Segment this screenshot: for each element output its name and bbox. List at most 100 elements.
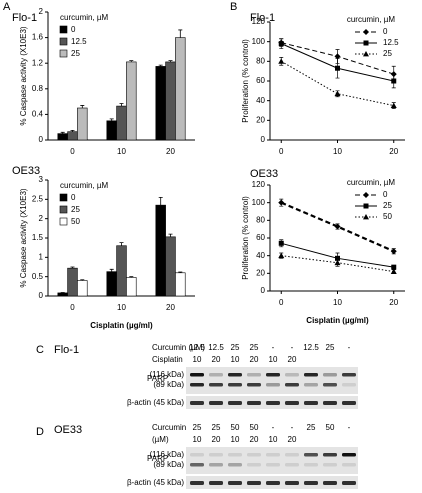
cell-line: OE33 [54, 424, 82, 436]
lane-label: - [272, 423, 275, 432]
lane-label: 10 [269, 435, 278, 444]
y-tick-label: 40 [256, 96, 265, 105]
legend-swatch [59, 205, 68, 214]
band [323, 383, 337, 387]
error-bar [109, 268, 114, 272]
lane-label: 50 [231, 423, 240, 432]
band [323, 373, 337, 377]
legend-label: 25 [71, 49, 80, 58]
x-tick-label: 20 [166, 303, 175, 312]
error-bar [119, 103, 124, 107]
bar [155, 204, 166, 297]
x-tick-label: 20 [166, 147, 175, 156]
bar [77, 107, 88, 141]
y-tick-label: 0 [39, 135, 44, 144]
point [390, 268, 397, 274]
row-label: Curcumin [152, 423, 186, 432]
lane-label: - [291, 343, 294, 352]
error-bar [80, 279, 85, 281]
band [323, 481, 337, 485]
lane-label: 20 [288, 435, 297, 444]
band [209, 401, 223, 405]
lane-label: 10 [231, 355, 240, 364]
lane-label: 20 [250, 355, 259, 364]
y-tick-label: 100 [252, 198, 266, 207]
error-bar [129, 60, 134, 62]
band [209, 453, 223, 457]
panel-label: C [36, 344, 44, 356]
panel-label: D [36, 426, 44, 438]
band [190, 373, 204, 377]
point [278, 41, 284, 47]
lane-label: 10 [193, 355, 202, 364]
band [228, 383, 242, 387]
band [190, 481, 204, 485]
error-bar [119, 242, 124, 246]
row-label: (µM) [152, 435, 169, 444]
y-tick-label: 1.6 [32, 33, 44, 42]
lane-label: 25 [212, 423, 221, 432]
lane-label: 10 [231, 435, 240, 444]
band [285, 481, 299, 485]
y-tick-label: 0.4 [32, 110, 44, 119]
x-axis-label: Cisplatin (µg/ml) [90, 321, 153, 330]
row-label: Cisplatin [152, 355, 183, 364]
band [285, 401, 299, 405]
y-tick-label: 60 [256, 76, 265, 85]
lane-label: 20 [212, 355, 221, 364]
band [304, 401, 318, 405]
lane-label: 20 [212, 435, 221, 444]
band [342, 463, 356, 467]
blot [186, 367, 358, 394]
error-bar [178, 271, 183, 273]
band [190, 453, 204, 457]
band [342, 453, 356, 457]
band [228, 481, 242, 485]
band [228, 401, 242, 405]
bar [57, 292, 68, 297]
y-tick-label: 0 [261, 135, 266, 144]
band [304, 383, 318, 387]
y-axis-label: Proliferation (% control) [241, 39, 250, 123]
bar [67, 267, 78, 297]
lane-label: 10 [193, 435, 202, 444]
point [334, 90, 341, 97]
band [190, 401, 204, 405]
point [390, 102, 397, 108]
x-tick-label: 0 [279, 147, 284, 156]
y-tick-label: 1 [39, 252, 44, 261]
bar [155, 66, 166, 141]
lane-label: 25 [250, 343, 259, 352]
lane-label: 20 [288, 355, 297, 364]
point [390, 248, 397, 255]
bar [175, 37, 186, 141]
bar [106, 120, 117, 141]
bar [165, 236, 176, 297]
point [363, 29, 369, 35]
bar [175, 272, 186, 297]
legend-swatch [59, 193, 68, 202]
band [323, 453, 337, 457]
band [304, 373, 318, 377]
legend-label: 0 [71, 193, 76, 202]
chart-title: OE33 [250, 168, 278, 180]
y-tick-label: 1.5 [32, 233, 44, 242]
error-bar [168, 233, 173, 237]
band-label: (89 kDa) [153, 460, 184, 469]
x-tick-label: 10 [333, 147, 342, 156]
legend-title: curcumin, µM [347, 15, 396, 24]
band-label: PARP [147, 454, 168, 463]
lane-label: 25 [307, 423, 316, 432]
band [247, 481, 261, 485]
y-axis-label: % Caspase activity (X10E3) [19, 26, 28, 125]
band-label: β-actin (45 kDa) [127, 478, 184, 487]
blot [186, 447, 358, 474]
x-tick-label: 0 [70, 147, 75, 156]
band [209, 463, 223, 467]
point [278, 58, 285, 64]
band [266, 463, 280, 467]
lane-label: - [272, 343, 275, 352]
error-bar [129, 276, 134, 278]
y-tick-label: 40 [256, 251, 265, 260]
band-label: (116 kDa) [149, 450, 184, 459]
